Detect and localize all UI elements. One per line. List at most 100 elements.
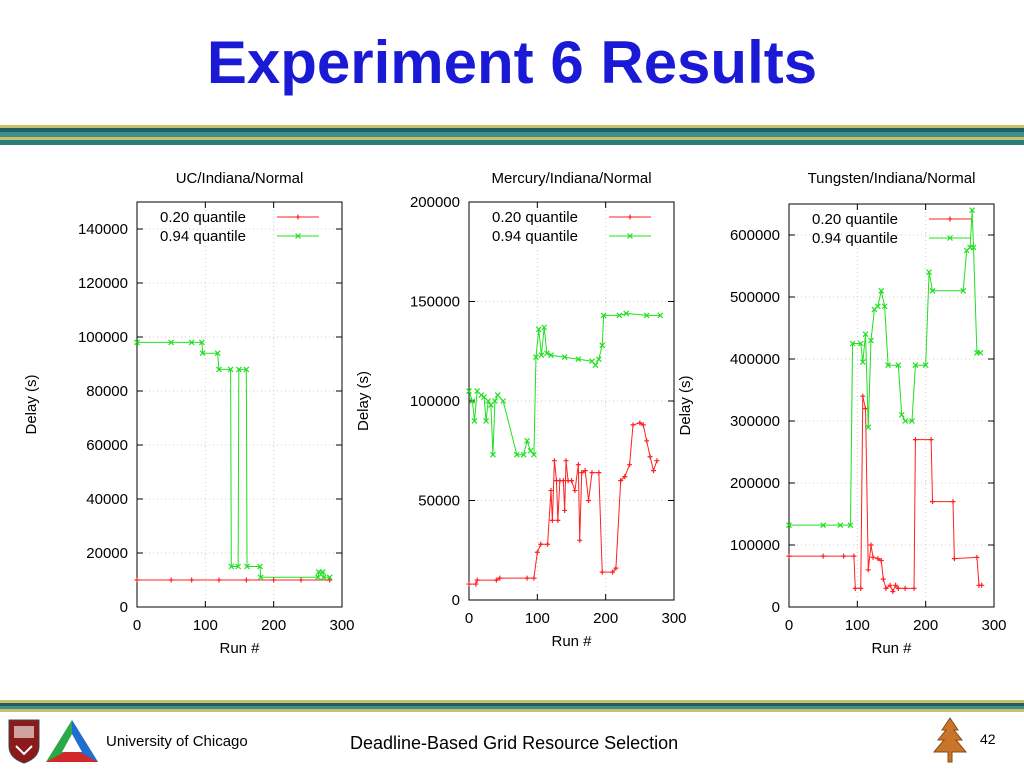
y-tick-label: 300000: [730, 413, 780, 430]
data-point: [569, 478, 574, 484]
x-tick-label: 100: [193, 617, 218, 634]
tree-logo: [930, 716, 970, 764]
data-point: [243, 366, 250, 373]
data-point: [572, 488, 578, 494]
y-tick-label: 20000: [86, 545, 128, 562]
data-point: [960, 287, 967, 294]
y-tick-label: 200000: [730, 475, 780, 492]
series-line-094: [789, 210, 981, 526]
data-point: [951, 556, 957, 562]
data-point: [644, 438, 650, 444]
data-point: [643, 312, 650, 319]
x-tick-label: 0: [465, 610, 473, 627]
legend-marker: [947, 235, 953, 241]
data-point: [865, 567, 871, 573]
series-line-094: [137, 341, 330, 578]
data-point: [870, 554, 876, 560]
data-point: [168, 577, 174, 583]
data-point: [859, 359, 866, 366]
data-point: [911, 585, 917, 591]
data-point: [637, 420, 643, 426]
data-point: [134, 339, 140, 346]
legend-marker: [627, 214, 633, 220]
data-point: [902, 418, 909, 424]
data-point: [134, 577, 140, 583]
data-point: [599, 342, 606, 349]
data-point: [577, 537, 583, 543]
data-point: [589, 470, 595, 476]
data-point: [895, 585, 901, 591]
data-point: [257, 574, 264, 581]
y-tick-label: 80000: [86, 383, 128, 400]
data-point: [189, 577, 195, 583]
data-point: [851, 553, 857, 559]
chart-title: Mercury/Indiana/Normal: [491, 170, 651, 187]
data-point: [586, 498, 592, 503]
data-point: [188, 339, 195, 346]
data-point: [875, 556, 881, 562]
x-tick-label: 200: [261, 617, 286, 634]
data-point: [538, 541, 544, 547]
data-point: [895, 362, 902, 369]
data-point: [538, 352, 545, 359]
data-point: [890, 589, 896, 594]
data-point: [868, 542, 874, 548]
data-point: [599, 569, 605, 575]
data-point: [865, 424, 872, 431]
chart-tungsten-indiana: Tungsten/Indiana/Normal01000002000003000…: [677, 170, 1007, 657]
data-point: [531, 575, 537, 581]
data-point: [647, 454, 653, 460]
x-tick-label: 300: [661, 610, 686, 627]
data-point: [513, 451, 520, 458]
x-axis-label: Run #: [219, 640, 260, 657]
chart-title: UC/Indiana/Normal: [176, 170, 304, 187]
argonne-triangle-logo: [44, 718, 100, 764]
data-point: [979, 582, 985, 588]
legend-label: 0.20 quantile: [492, 209, 578, 226]
data-point: [883, 585, 889, 591]
data-point: [471, 417, 478, 424]
data-point: [243, 577, 249, 583]
data-point: [878, 558, 884, 563]
data-point: [524, 575, 530, 581]
data-point: [500, 398, 507, 404]
data-point: [227, 366, 234, 373]
data-point: [244, 563, 250, 570]
data-point: [575, 462, 581, 468]
y-tick-label: 140000: [78, 221, 128, 238]
data-point: [857, 340, 864, 347]
x-axis-label: Run #: [551, 633, 592, 650]
footer-university: University of Chicago: [106, 733, 248, 750]
data-point: [535, 326, 542, 333]
data-point: [533, 354, 539, 361]
legend-marker: [627, 233, 633, 239]
y-tick-label: 150000: [410, 294, 460, 311]
page-number: 42: [980, 731, 996, 747]
data-point: [893, 582, 899, 588]
y-tick-label: 400000: [730, 351, 780, 368]
data-point: [199, 350, 206, 357]
data-point: [928, 437, 934, 443]
data-point: [600, 312, 607, 319]
x-tick-label: 0: [785, 617, 793, 634]
data-point: [327, 577, 333, 583]
bottom-divider: [0, 700, 1024, 712]
x-tick-label: 100: [845, 617, 870, 634]
data-point: [610, 569, 615, 575]
data-point: [548, 488, 554, 494]
data-point: [595, 356, 602, 363]
data-point: [898, 411, 905, 418]
data-point: [922, 362, 929, 369]
data-point: [493, 577, 499, 583]
data-point: [524, 437, 531, 444]
data-point: [257, 563, 263, 570]
legend-marker: [295, 214, 301, 220]
plot-frame: [468, 201, 675, 601]
x-tick-label: 100: [525, 610, 550, 627]
data-point: [563, 458, 569, 464]
data-point: [651, 468, 656, 474]
x-tick-label: 200: [593, 610, 618, 627]
data-point: [492, 398, 498, 404]
data-point: [596, 470, 602, 476]
data-point: [198, 339, 205, 346]
